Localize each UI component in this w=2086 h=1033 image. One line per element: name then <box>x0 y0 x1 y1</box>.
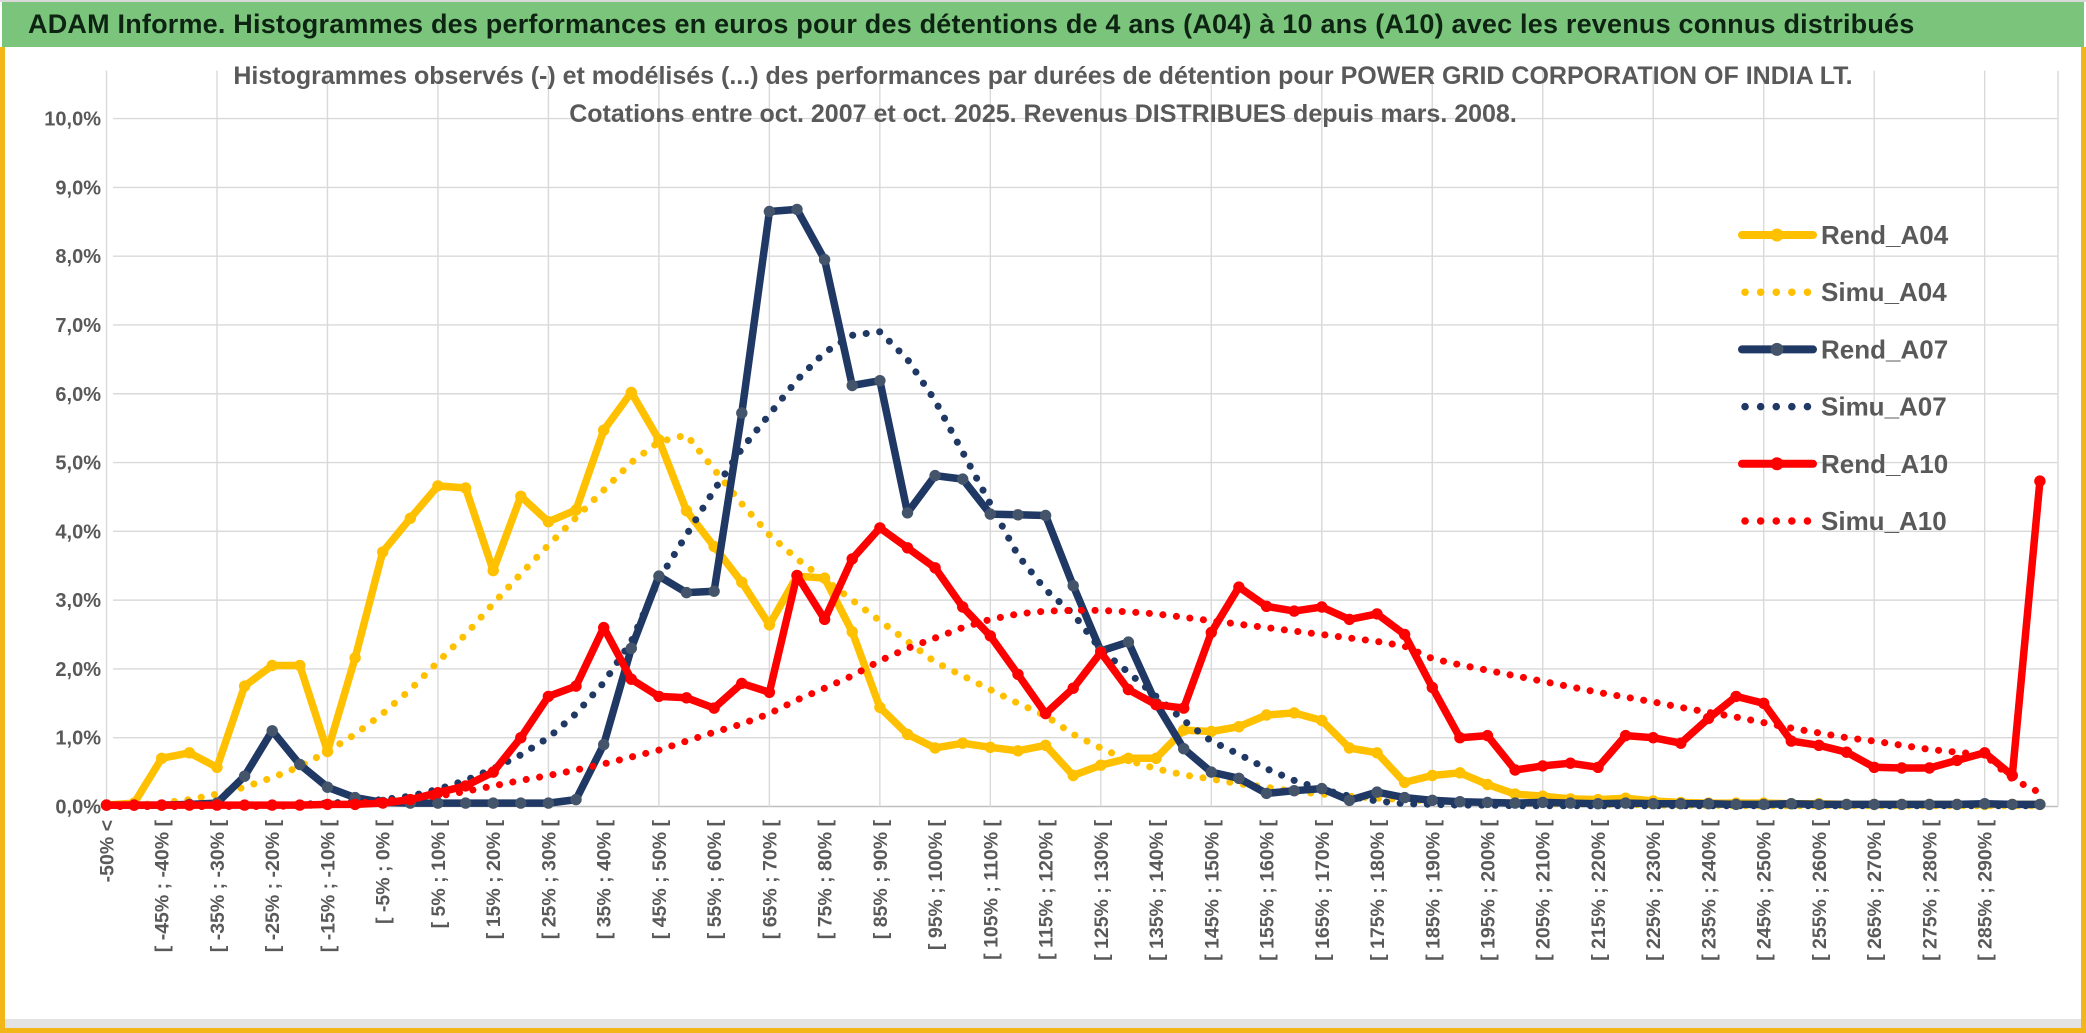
x-tick-label: [ 165% ; 170% [ <box>1312 820 1334 961</box>
bottom-strip <box>5 1019 2081 1028</box>
legend-label: Simu_A10 <box>1821 506 1947 536</box>
legend-marker-dot <box>1770 457 1784 471</box>
series-Simu_A04 <box>103 431 2044 810</box>
y-tick-label: 0,0% <box>55 797 101 819</box>
x-tick-label: [ 15% ; 20% [ <box>483 820 505 940</box>
x-tick-label: [ 215% ; 220% [ <box>1588 820 1610 961</box>
legend-marker-dot <box>1770 228 1784 242</box>
top-divider <box>0 0 2086 2</box>
x-tick-label: [ 125% ; 130% [ <box>1091 820 1113 961</box>
legend-label: Simu_A04 <box>1821 277 1947 307</box>
x-tick-label: [ 265% ; 270% [ <box>1864 820 1886 961</box>
chart-legend: Rend_A04 Simu_A04 Rend_A07 Simu_A07 Rend_A10… <box>1738 220 1949 536</box>
x-tick-label: [ -45% ; -40% [ <box>152 820 174 953</box>
x-tick-label: [ 275% ; 280% [ <box>1919 820 1941 961</box>
x-tick-label: [ 195% ; 200% [ <box>1478 820 1500 961</box>
chart-title-line1: Histogrammes observés (-) et modélisés (… <box>233 62 1853 90</box>
x-tick-label: [ 35% ; 40% [ <box>594 820 616 940</box>
x-tick-label: [ -15% ; -10% [ <box>317 820 339 953</box>
chart-title-line2: Cotations entre oct. 2007 et oct. 2025. … <box>569 100 1517 128</box>
series-Rend_A04 <box>100 386 2046 811</box>
x-tick-label: [ 255% ; 260% [ <box>1809 820 1831 961</box>
x-tick-label: [ -25% ; -20% [ <box>262 820 284 953</box>
x-tick-label: [ 65% ; 70% [ <box>759 820 781 940</box>
x-tick-label: [ 45% ; 50% [ <box>649 820 671 940</box>
legend-item-Simu_A04: Simu_A04 <box>1741 277 1947 307</box>
y-tick-label: 9,0% <box>55 177 101 199</box>
x-tick-label: [ -5% ; 0% [ <box>373 819 395 924</box>
x-tick-label: [ 25% ; 30% [ <box>538 820 560 940</box>
y-axis-labels: 10,0% 9,0% 8,0% 7,0% 6,0% 5,0% 4,0% 3,0% 2,0% 1,0… <box>44 109 101 819</box>
x-tick-label: [ 105% ; 110% [ <box>980 819 1002 959</box>
series-Rend_A10 <box>100 475 2046 811</box>
y-tick-label: 4,0% <box>55 521 101 543</box>
x-tick-label: [ 75% ; 80% [ <box>815 820 837 940</box>
x-tick-label: [ 55% ; 60% [ <box>704 820 726 940</box>
x-tick-label: [ 285% ; 290% [ <box>1975 820 1997 961</box>
y-tick-label: 3,0% <box>55 590 101 612</box>
series-Rend_A07 <box>100 203 2046 811</box>
report-title: ADAM Informe. Histogrammes des performan… <box>28 9 1915 39</box>
y-tick-label: 2,0% <box>55 659 101 681</box>
legend-label: Simu_A07 <box>1821 392 1947 422</box>
x-tick-label: [ 155% ; 160% [ <box>1257 820 1279 961</box>
legend-marker-dot <box>1770 342 1784 356</box>
gold-border-bottom <box>0 1028 2086 1033</box>
y-tick-label: 7,0% <box>55 315 101 337</box>
legend-item-Rend_A10: Rend_A10 <box>1738 449 1948 479</box>
y-tick-label: 10,0% <box>44 109 101 131</box>
x-tick-label: [ 5% ; 10% [ <box>428 820 450 929</box>
x-tick-label: [ 85% ; 90% [ <box>870 820 892 940</box>
x-axis-labels: -50% < [ -45% ; -40% [ [ -35% ; -30% [ [ -2… <box>97 819 1997 960</box>
chart-area: Histogrammes observés (-) et modélisés (… <box>5 48 2081 1019</box>
legend-label: Rend_A10 <box>1821 449 1948 479</box>
x-tick-label: [ -35% ; -30% [ <box>207 820 229 953</box>
gridlines <box>105 70 2059 808</box>
legend-item-Simu_A07: Simu_A07 <box>1741 392 1947 422</box>
gold-border-right <box>2081 47 2086 1033</box>
x-tick-label: [ 185% ; 190% [ <box>1422 820 1444 961</box>
legend-label: Rend_A07 <box>1821 334 1948 364</box>
x-tick-label: [ 235% ; 240% [ <box>1698 820 1720 961</box>
legend-label: Rend_A04 <box>1821 220 1949 250</box>
x-tick-label: [ 95% ; 100% [ <box>925 820 947 951</box>
x-tick-label: [ 205% ; 210% [ <box>1533 820 1555 961</box>
report-header: ADAM Informe. Histogrammes des performan… <box>2 2 2084 47</box>
x-tick-label: [ 145% ; 150% [ <box>1201 820 1223 961</box>
y-tick-label: 8,0% <box>55 246 101 268</box>
x-tick-label: [ 225% ; 230% [ <box>1643 820 1665 961</box>
x-tick-label: [ 135% ; 140% [ <box>1146 820 1168 961</box>
legend-item-Rend_A04: Rend_A04 <box>1738 220 1949 250</box>
x-tick-label: [ 115% ; 120% [ <box>1036 819 1058 959</box>
legend-item-Rend_A07: Rend_A07 <box>1738 334 1948 364</box>
y-tick-label: 1,0% <box>55 728 101 750</box>
x-tick-label: [ 175% ; 180% [ <box>1367 820 1389 961</box>
y-tick-label: 5,0% <box>55 453 101 475</box>
x-tick-label: [ 245% ; 250% [ <box>1754 820 1776 961</box>
x-tick-label: -50% < <box>97 820 119 882</box>
y-tick-label: 6,0% <box>55 384 101 406</box>
performance-histogram-chart: 10,0% 9,0% 8,0% 7,0% 6,0% 5,0% 4,0% 3,0% 2,0% 1,0… <box>44 70 2059 961</box>
gold-border-left <box>0 47 5 1033</box>
legend-item-Simu_A10: Simu_A10 <box>1741 506 1947 536</box>
